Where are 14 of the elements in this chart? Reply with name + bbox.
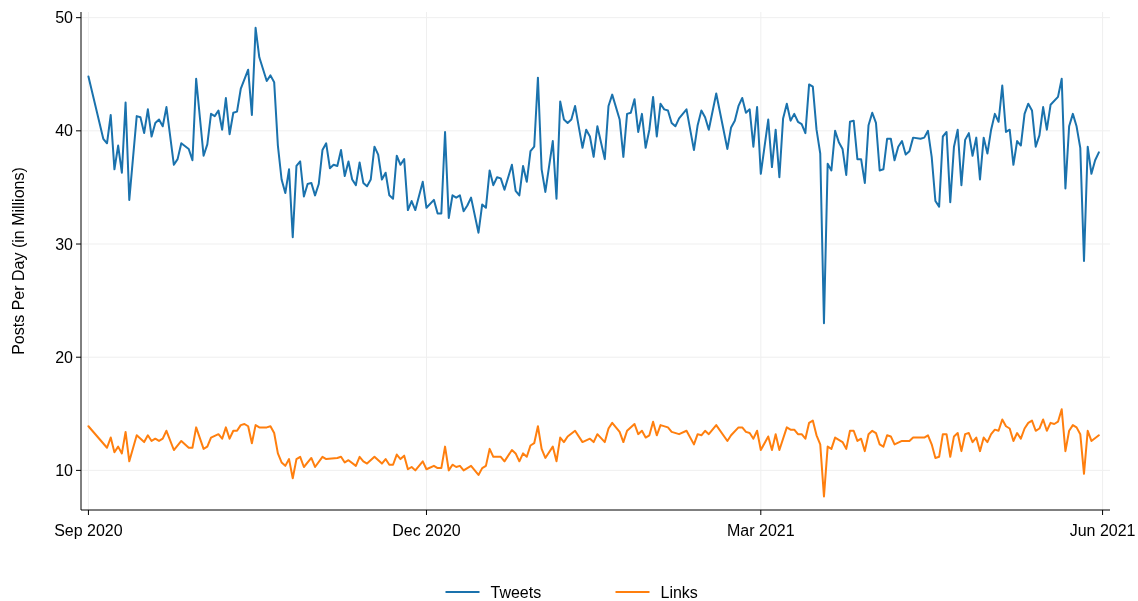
x-tick-label: Jun 2021: [1069, 522, 1136, 539]
y-tick-label: 30: [55, 235, 74, 253]
legend-label: Tweets: [490, 583, 542, 601]
y-tick-label: 20: [55, 348, 74, 366]
y-tick-label: 50: [55, 9, 74, 27]
y-tick-label: 40: [55, 122, 74, 140]
y-axis-title: Posts Per Day (in Millions): [10, 167, 27, 355]
x-tick-label: Sep 2020: [54, 522, 123, 539]
x-tick-label: Mar 2021: [727, 522, 795, 539]
line-series: [87, 26, 1100, 325]
x-tick-label: Dec 2020: [392, 522, 461, 539]
legend-label: Links: [660, 583, 698, 601]
y-tick-label: 10: [55, 461, 74, 479]
line-series: [87, 408, 1100, 498]
